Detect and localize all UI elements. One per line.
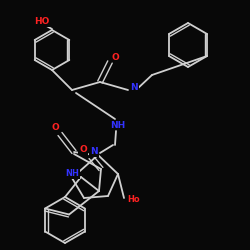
Text: N: N (130, 84, 138, 92)
Text: Ho: Ho (128, 196, 140, 204)
Text: O: O (51, 124, 59, 132)
Text: O: O (79, 146, 87, 154)
Text: O: O (111, 52, 119, 62)
Text: N: N (90, 148, 98, 156)
Text: NH: NH (110, 120, 126, 130)
Text: HO: HO (34, 18, 50, 26)
Text: NH: NH (65, 170, 79, 178)
